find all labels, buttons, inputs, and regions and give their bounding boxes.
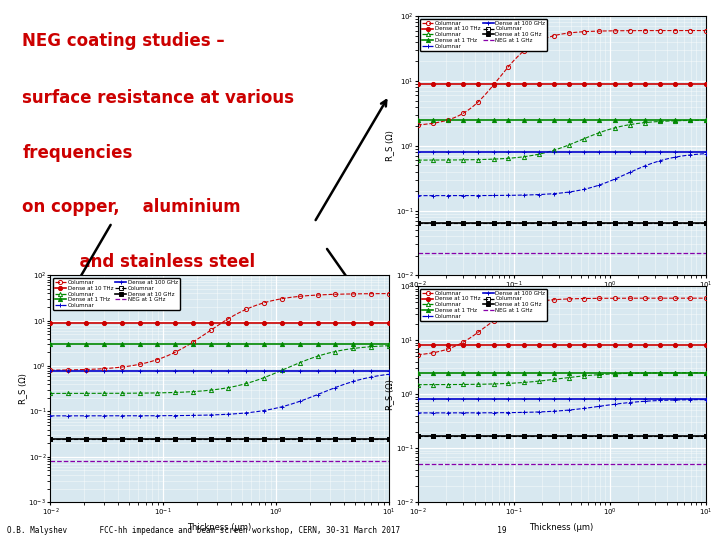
- Legend: Columnar, Dense at 10 THz, Columnar, Dense at 1 THz, Columnar, Dense at 100 GHz,: Columnar, Dense at 10 THz, Columnar, Den…: [53, 278, 180, 310]
- X-axis label: Thickness (μm): Thickness (μm): [529, 523, 594, 532]
- Text: frequencies: frequencies: [22, 144, 132, 162]
- Y-axis label: R_S (Ω): R_S (Ω): [385, 130, 395, 161]
- Text: O.B. Malyshev       FCC-hh impedance and beam screen workshop, CERN, 30-31 March: O.B. Malyshev FCC-hh impedance and beam …: [7, 525, 507, 535]
- X-axis label: Thickness (μm): Thickness (μm): [187, 523, 252, 532]
- Y-axis label: R_S (Ω): R_S (Ω): [18, 373, 27, 404]
- Text: NEG coating studies –: NEG coating studies –: [22, 32, 225, 50]
- Y-axis label: R_S (Ω): R_S (Ω): [385, 379, 395, 410]
- Text: on copper,    aluminium: on copper, aluminium: [22, 198, 240, 217]
- Text: surface resistance at various: surface resistance at various: [22, 90, 294, 107]
- Legend: Columnar, Dense at 10 THz, Columnar, Dense at 1 THz, Columnar, Dense at 100 GHz,: Columnar, Dense at 10 THz, Columnar, Den…: [420, 289, 547, 321]
- Legend: Columnar, Dense at 10 THz, Columnar, Dense at 1 THz, Columnar, Dense at 100 GHz,: Columnar, Dense at 10 THz, Columnar, Den…: [420, 19, 547, 51]
- X-axis label: Thickness (μm): Thickness (μm): [529, 296, 594, 306]
- Text: and stainless steel: and stainless steel: [22, 253, 256, 271]
